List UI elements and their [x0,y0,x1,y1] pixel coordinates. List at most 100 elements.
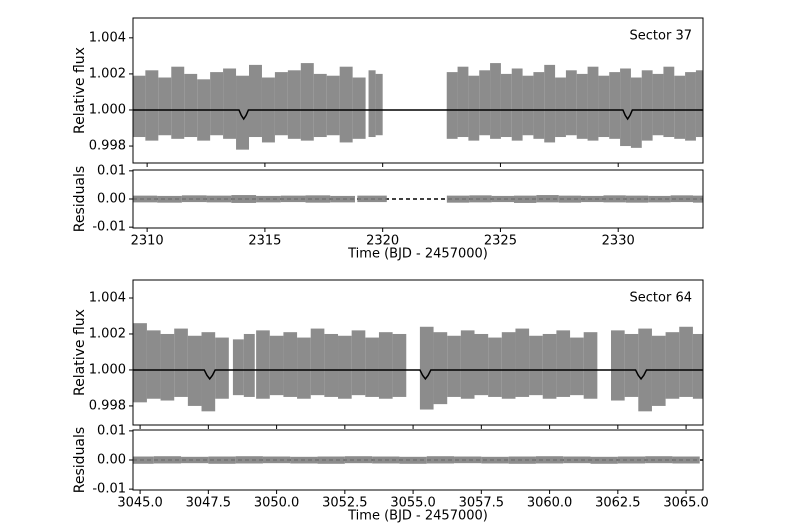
data-band [454,456,482,464]
data-band [679,326,693,397]
axes-frame [132,279,704,426]
x-tick-label: 3065.0 [663,496,709,511]
data-band [500,73,512,138]
data-band [674,75,686,139]
y-tick-label: -0.01 [92,220,126,235]
data-band [365,337,379,397]
data-band [375,73,383,136]
data-band [645,456,673,464]
data-band [274,72,288,136]
panel: -0.01 0.00 0.01 2310 2315 2320 2325 2330 Residua… [72,163,704,262]
data-band [146,330,161,399]
data-band [352,77,366,139]
data-band [133,456,154,464]
x-tick-label: 3055.0 [390,496,436,511]
annotation: Sector 64 [630,291,692,306]
data-band [648,195,671,203]
y-tick-label: 1.004 [89,30,126,45]
data-band [339,66,353,143]
data-band [501,332,516,399]
data-band [457,66,469,138]
data-band [157,195,182,203]
x-axis-label: Time (BJD - 2457000) [347,247,488,262]
data-band [570,337,584,396]
panel: -0.01 0.00 0.01 3045.0 3047.5 3050.0 3052.5 305… [72,423,709,523]
model-line [133,369,703,381]
data-band [556,330,571,397]
plot-area [133,456,703,464]
data-band [446,72,458,139]
data-band [511,68,523,141]
data-band [692,333,703,399]
y-tick-label: 1.000 [89,102,126,117]
data-band [513,195,537,203]
y-tick-label: 0.00 [97,453,126,468]
data-band [330,195,355,203]
data-band [609,72,621,139]
data-band [145,70,159,141]
x-tick-label: 2310 [131,234,164,249]
data-band [133,195,158,203]
data-band [651,335,666,406]
data-band [283,332,298,397]
data-band [300,63,314,141]
data-band [663,66,675,138]
data-band [206,195,232,203]
model-line [133,109,703,121]
data-band [215,337,229,399]
data-band [598,75,610,138]
x-tick-label: 2325 [484,234,517,249]
data-band [231,195,257,203]
x-tick-label: 3062.5 [595,496,641,511]
data-band [479,70,491,136]
data-band [326,75,340,136]
data-band [515,328,530,397]
data-band [419,326,434,410]
data-band [344,456,373,464]
data-band [447,335,461,397]
data-band [357,195,387,203]
data-band [558,195,582,203]
data-band [685,72,696,141]
data-band [590,456,618,464]
data-band [426,456,455,464]
data-band [533,72,545,139]
data-band [243,333,255,397]
y-tick-label: 1.004 [89,290,126,305]
y-axis-label: Relative flux [72,309,88,396]
y-axis-label: Residuals [72,166,88,232]
plot-area [133,195,703,203]
data-band [324,333,339,397]
annotation: Sector 37 [630,29,692,44]
data-band [565,70,577,136]
data-band [641,70,653,141]
data-band [460,330,475,399]
data-band [508,456,536,464]
data-band [535,456,564,464]
data-band [133,75,146,138]
data-band [287,70,301,139]
y-axis-label: Relative flux [72,47,88,134]
data-band [576,73,588,139]
data-band [290,456,318,464]
data-band [378,332,393,399]
data-band [474,333,489,396]
data-band [611,330,625,401]
data-band [208,456,236,464]
x-tick-label: 3057.5 [459,496,505,511]
plot-area [133,63,703,150]
data-band [624,333,639,397]
data-band [338,335,352,399]
data-band [351,330,366,396]
data-band [529,335,543,396]
data-band [249,64,262,138]
data-band [399,456,427,464]
data-band [201,332,216,412]
data-band [256,195,281,203]
data-band [184,73,198,138]
y-tick-label: 0.998 [89,398,126,413]
data-band [630,77,642,148]
data-band [603,195,626,203]
